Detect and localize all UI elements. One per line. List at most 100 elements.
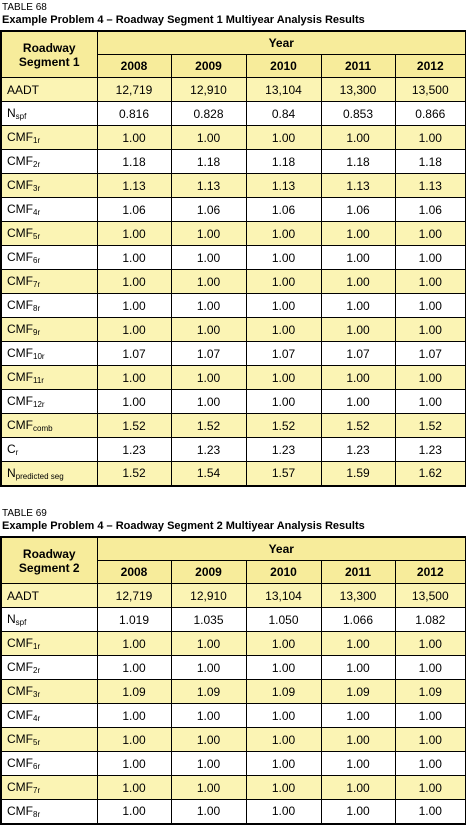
label-subscript: 12r <box>33 400 45 409</box>
table-block: TABLE 68 Example Problem 4 – Roadway Segm… <box>0 2 466 487</box>
label-subscript: 7r <box>33 786 41 795</box>
cell: 1.07 <box>394 341 466 366</box>
cell: 1.00 <box>320 293 396 318</box>
cell: 1.00 <box>394 751 466 776</box>
row-label: CMF6r <box>0 245 98 270</box>
cell: 1.00 <box>320 317 396 342</box>
cell: 1.52 <box>245 413 322 438</box>
label-subscript: 1r <box>33 136 41 145</box>
data-row: CMF4r 1.06 1.06 1.06 1.06 1.06 <box>0 197 466 222</box>
row-label: CMFcomb <box>0 413 98 438</box>
cell: 1.23 <box>320 437 396 462</box>
cell: 1.52 <box>320 413 396 438</box>
year-header: 2009 <box>170 560 247 584</box>
row-label: CMF7r <box>0 269 98 294</box>
cell: 13,300 <box>320 583 396 608</box>
cell: 1.00 <box>394 655 466 680</box>
label-subscript: 2r <box>33 666 41 675</box>
row-label: CMF3r <box>0 173 98 198</box>
cell: 1.00 <box>96 317 172 342</box>
label-base: CMF <box>7 756 33 770</box>
data-row: CMF3r 1.09 1.09 1.09 1.09 1.09 <box>0 679 466 704</box>
cell: 1.52 <box>96 413 172 438</box>
data-row: Cr 1.23 1.23 1.23 1.23 1.23 <box>0 437 466 462</box>
label-base: CMF <box>7 418 33 432</box>
cell: 1.00 <box>96 631 172 656</box>
cell: 13,104 <box>245 583 322 608</box>
data-row: CMF2r 1.00 1.00 1.00 1.00 1.00 <box>0 655 466 680</box>
cell: 1.00 <box>320 365 396 390</box>
table-number: TABLE 69 <box>2 508 47 519</box>
label-base: CMF <box>7 636 33 650</box>
cell: 1.00 <box>245 317 322 342</box>
label-subscript: 9r <box>33 328 41 337</box>
data-row: CMFcomb 1.52 1.52 1.52 1.52 1.52 <box>0 413 466 438</box>
data-row: CMF7r 1.00 1.00 1.00 1.00 1.00 <box>0 269 466 294</box>
cell: 1.18 <box>96 149 172 174</box>
label-base: CMF <box>7 202 33 216</box>
label-base: CMF <box>7 732 33 746</box>
label-base: CMF <box>7 130 33 144</box>
row-label: CMF1r <box>0 125 98 150</box>
label-subscript: r <box>15 448 19 457</box>
label-subscript: comb <box>33 424 53 433</box>
cell: 1.00 <box>96 245 172 270</box>
cell: 1.00 <box>170 365 247 390</box>
cell: 0.816 <box>96 101 172 126</box>
data-row: CMF6r 1.00 1.00 1.00 1.00 1.00 <box>0 245 466 270</box>
cell: 1.00 <box>320 245 396 270</box>
cell: 1.00 <box>320 727 396 752</box>
table-block: TABLE 69 Example Problem 4 – Roadway Segm… <box>0 508 466 825</box>
row-label: CMF1r <box>0 631 98 656</box>
row-label: AADT <box>0 583 98 608</box>
row-label: CMF8r <box>0 293 98 318</box>
row-label: CMF4r <box>0 703 98 728</box>
corner-header: Roadway Segment 2 <box>0 536 98 584</box>
cell: 1.06 <box>96 197 172 222</box>
label-base: AADT <box>7 588 40 603</box>
cell: 1.07 <box>96 341 172 366</box>
label-base: CMF <box>7 370 33 384</box>
header-row: Roadway Segment 2 Year <box>0 536 466 584</box>
label-base: N <box>7 465 16 480</box>
cell: 12,910 <box>170 583 247 608</box>
row-label: CMF6r <box>0 751 98 776</box>
cell: 1.00 <box>320 631 396 656</box>
row-label: Nspf <box>0 607 98 632</box>
cell: 1.00 <box>96 799 172 824</box>
row-label: CMF12r <box>0 389 98 414</box>
cell: 12,719 <box>96 583 172 608</box>
data-row: Nspf 1.019 1.035 1.050 1.066 1.082 <box>0 607 466 632</box>
label-base: CMF <box>7 322 33 336</box>
cell: 1.23 <box>245 437 322 462</box>
row-label: AADT <box>0 77 98 102</box>
cell: 12,719 <box>96 77 172 102</box>
label-subscript: 4r <box>33 714 41 723</box>
table-title: Example Problem 4 – Roadway Segment 1 Mu… <box>2 14 365 26</box>
year-header: 2012 <box>394 54 466 78</box>
group-header: Year <box>96 536 466 561</box>
cell: 1.019 <box>96 607 172 632</box>
label-base: N <box>7 106 16 120</box>
cell: 1.18 <box>245 149 322 174</box>
table-number: TABLE 68 <box>2 2 47 13</box>
label-base: CMF <box>7 250 33 264</box>
label-base: CMF <box>7 298 33 312</box>
cell: 1.00 <box>394 727 466 752</box>
year-header: 2010 <box>245 54 322 78</box>
cell: 1.18 <box>170 149 247 174</box>
cell: 1.09 <box>245 679 322 704</box>
cell: 1.00 <box>320 655 396 680</box>
header-row: 2008 2009 2010 2011 2012 <box>1 560 466 584</box>
data-row: CMF5r 1.00 1.00 1.00 1.00 1.00 <box>0 221 466 246</box>
year-header: 2011 <box>320 54 396 78</box>
cell: 1.07 <box>320 341 396 366</box>
cell: 1.23 <box>170 437 247 462</box>
cell: 1.00 <box>320 799 396 824</box>
cell: 1.00 <box>394 245 466 270</box>
cell: 1.18 <box>320 149 396 174</box>
cell: 1.00 <box>245 221 322 246</box>
cell: 1.00 <box>96 751 172 776</box>
row-label: CMF8r <box>0 799 98 824</box>
